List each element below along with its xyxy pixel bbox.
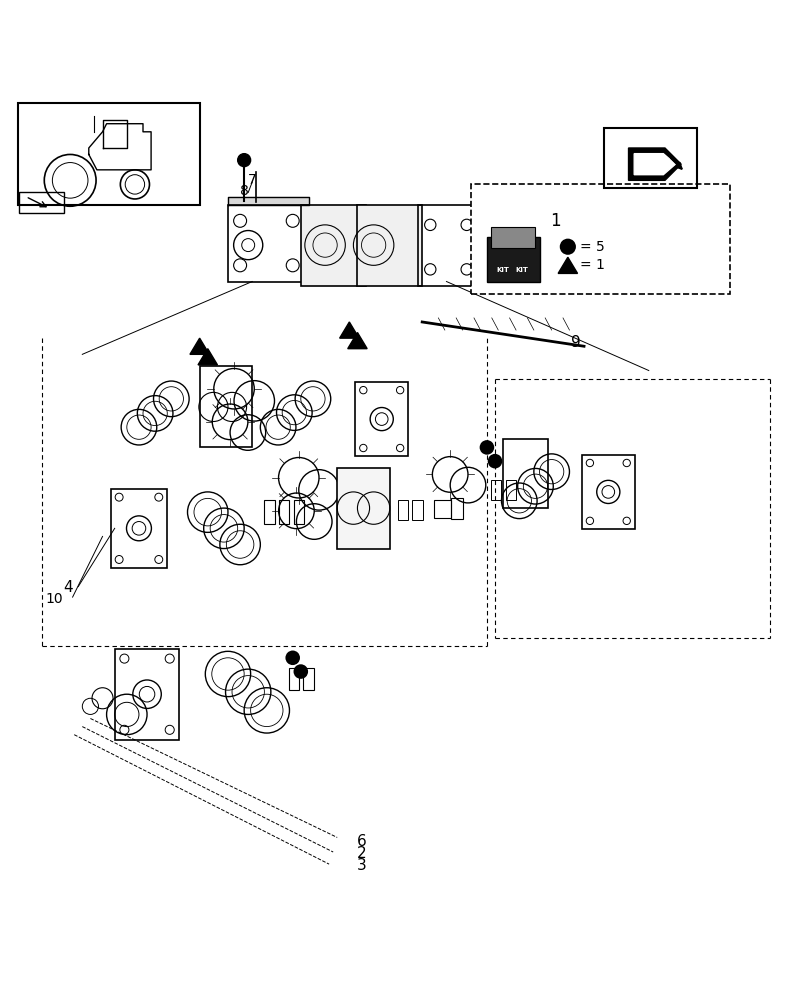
Bar: [434, 500, 450, 518]
Bar: [487, 237, 539, 282]
Circle shape: [238, 154, 251, 167]
Polygon shape: [228, 197, 308, 205]
Bar: [539, 211, 571, 229]
Bar: [450, 498, 462, 519]
Text: KIT: KIT: [515, 267, 527, 273]
Bar: [491, 227, 534, 248]
Bar: [505, 480, 516, 500]
Bar: [200, 366, 252, 447]
Bar: [288, 668, 298, 690]
Text: 2: 2: [356, 846, 366, 861]
Text: 3: 3: [356, 858, 366, 873]
Circle shape: [487, 454, 502, 468]
Polygon shape: [198, 349, 217, 365]
Bar: [418, 205, 483, 286]
Polygon shape: [347, 332, 367, 349]
Circle shape: [293, 664, 307, 679]
Circle shape: [479, 440, 494, 455]
Bar: [110, 489, 167, 568]
Bar: [303, 668, 313, 690]
Bar: [264, 500, 275, 524]
Bar: [228, 205, 308, 282]
Text: 9: 9: [570, 335, 580, 350]
Bar: [300, 205, 365, 286]
Bar: [337, 468, 389, 549]
Text: 4: 4: [63, 580, 72, 595]
Text: 7: 7: [248, 173, 256, 187]
Bar: [19, 192, 63, 213]
Polygon shape: [628, 148, 680, 180]
Bar: [412, 500, 423, 520]
Polygon shape: [633, 154, 675, 175]
Circle shape: [285, 651, 299, 665]
Circle shape: [559, 239, 575, 255]
Text: KIT: KIT: [496, 267, 508, 273]
Polygon shape: [190, 338, 209, 354]
Bar: [397, 500, 408, 520]
Bar: [491, 480, 501, 500]
Text: 1: 1: [550, 212, 560, 230]
Bar: [470, 184, 729, 294]
Bar: [355, 382, 407, 456]
Polygon shape: [557, 257, 577, 273]
Bar: [114, 649, 179, 740]
Text: 6: 6: [356, 834, 366, 849]
Bar: [581, 455, 634, 529]
Text: = 5: = 5: [579, 240, 604, 254]
Bar: [603, 128, 697, 188]
Bar: [18, 103, 200, 205]
Bar: [357, 205, 422, 286]
Text: 8: 8: [240, 184, 249, 198]
Text: 10: 10: [45, 592, 62, 606]
Bar: [293, 500, 303, 524]
Bar: [503, 439, 547, 508]
Text: = 1: = 1: [579, 258, 604, 272]
Polygon shape: [339, 322, 358, 338]
Bar: [279, 500, 289, 524]
